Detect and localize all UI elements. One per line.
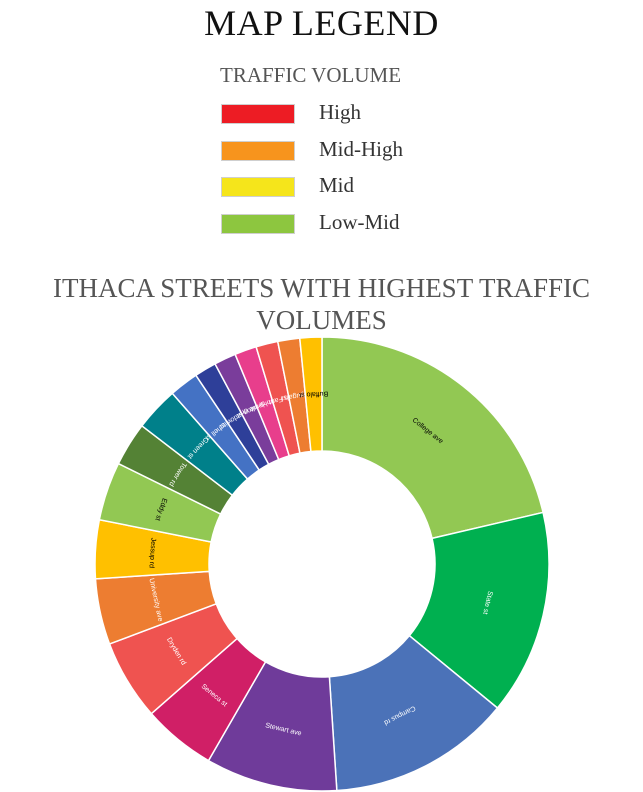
slice-label-cayuga-st: Cayuga st: [281, 390, 313, 402]
slice-label-buffalo-st: Buffalo st: [299, 390, 328, 398]
slice-label-jessup-rd: Jessup rd: [148, 537, 157, 568]
slice-state-st: [408, 511, 550, 710]
slice-buffalo-st: [298, 336, 323, 453]
legend-label-low-mid: Low-Mid: [319, 210, 400, 234]
legend-title: TRAFFIC VOLUME: [220, 63, 402, 87]
chart-title: ITHACA STREETS WITH HIGHEST TRAFFIC VOLU…: [52, 273, 591, 335]
legend-swatch-mid-high: [221, 141, 295, 161]
legend-swatch-mid: [221, 177, 295, 197]
legend-swatch-low-mid: [221, 214, 295, 234]
main-title: MAP LEGEND: [204, 3, 439, 43]
legend-label-mid: Mid: [319, 173, 355, 197]
slice-college-ave: [321, 336, 544, 540]
legend-swatch-high: [221, 104, 295, 124]
legend-label-high: High: [319, 100, 361, 124]
legend-label-mid-high: Mid-High: [319, 137, 403, 161]
